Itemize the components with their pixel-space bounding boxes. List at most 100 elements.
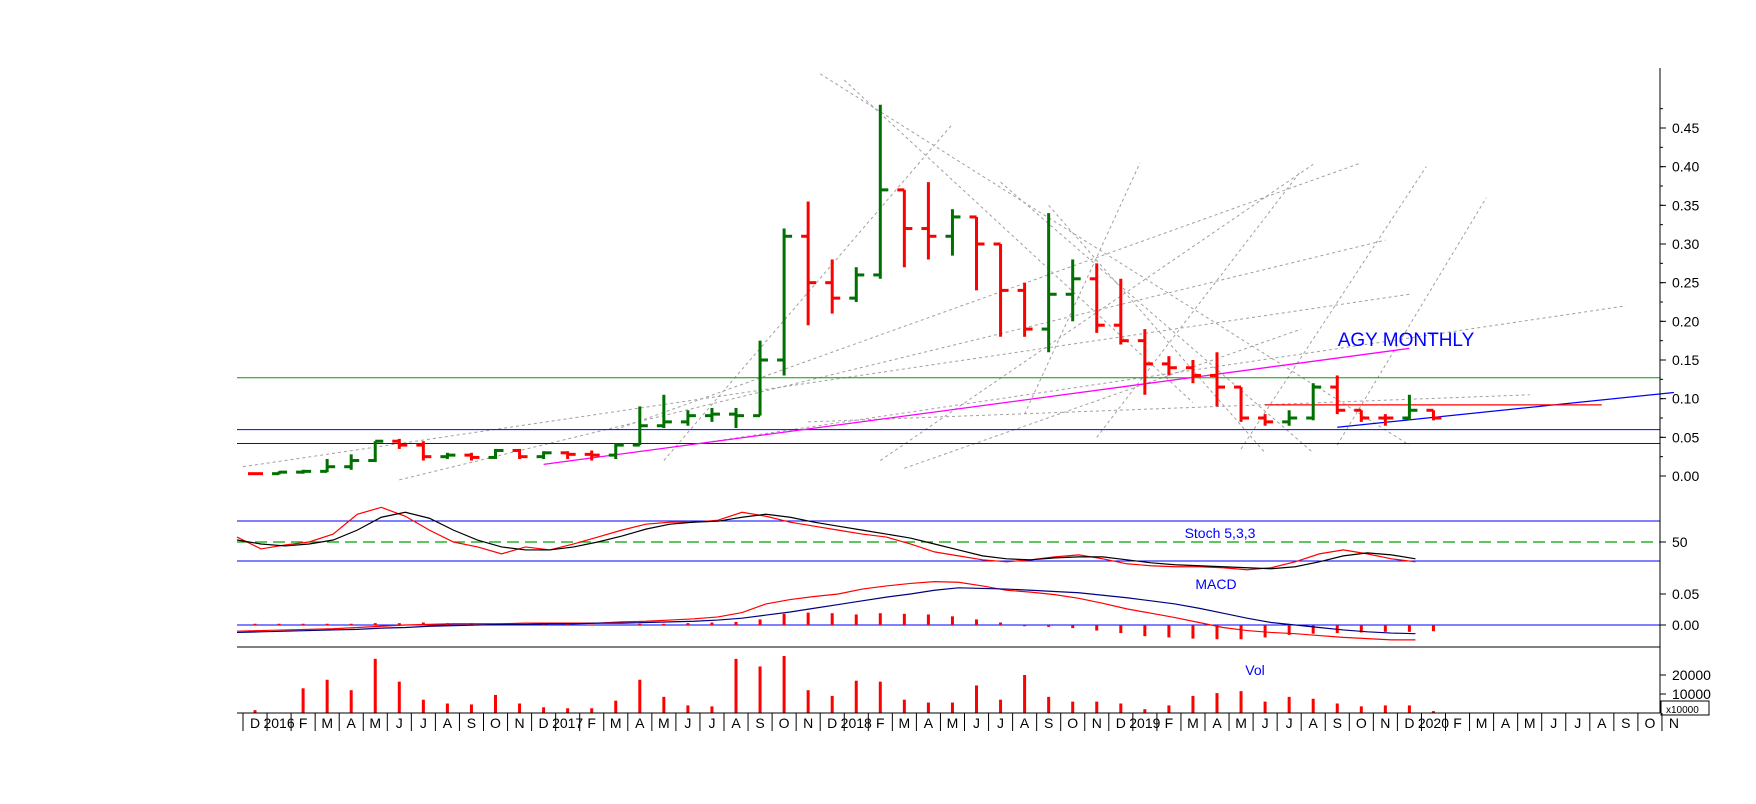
axes-layer: 0.45 0.40 0.35 0.30 0.25 0.20 0.15 0.10 0.05 0.00… <box>237 68 1711 731</box>
stoch-k-line <box>236 506 1416 571</box>
price-bars <box>248 104 1442 476</box>
x-tick-label: M <box>1524 715 1536 731</box>
x-tick-label: S <box>1333 715 1342 731</box>
fan-line <box>1048 205 1266 454</box>
vol-unit-label: x10000 <box>1666 705 1699 716</box>
x-tick-label: A <box>924 715 934 731</box>
fan-line <box>687 305 1626 446</box>
x-tick-label: M <box>899 715 911 731</box>
x-tick-label: A <box>347 715 357 731</box>
price-tick-label: 0.30 <box>1672 236 1699 252</box>
x-tick-label: S <box>467 715 476 731</box>
x-tick-label: M <box>610 715 622 731</box>
x-tick-label: O <box>1067 715 1078 731</box>
macd-panel <box>236 580 1660 648</box>
x-tick-label: M <box>947 715 959 731</box>
x-tick-label: J <box>1262 715 1269 731</box>
x-tick-label: D <box>539 715 549 731</box>
x-tick-label: F <box>299 715 308 731</box>
x-tick-label: M <box>369 715 381 731</box>
x-tick-label: F <box>1453 715 1462 731</box>
x-tick-label: 2016 <box>263 715 294 731</box>
x-tick-label: 2019 <box>1129 715 1160 731</box>
fan-line <box>819 73 1410 446</box>
fan-line <box>1000 181 1314 454</box>
trendline <box>1337 391 1675 428</box>
trendline <box>543 347 1410 466</box>
macd-line <box>236 580 1416 641</box>
x-tick-label: A <box>731 715 741 731</box>
x-tick-label: A <box>1597 715 1607 731</box>
x-tick-label: 2017 <box>552 715 583 731</box>
price-tick-label: 0.40 <box>1672 159 1699 175</box>
x-tick-label: D <box>1116 715 1126 731</box>
x-tick-label: D <box>1404 715 1414 731</box>
x-tick-label: J <box>1550 715 1557 731</box>
x-tick-label: J <box>1574 715 1581 731</box>
x-tick-label: O <box>490 715 501 731</box>
x-tick-label: A <box>635 715 645 731</box>
volume-panel <box>253 656 1435 713</box>
macd-tick-label: 0.00 <box>1672 617 1699 633</box>
price-tick-label: 0.15 <box>1672 352 1699 368</box>
stoch-tick-label: 50 <box>1672 534 1688 550</box>
x-tick-label: N <box>514 715 524 731</box>
x-tick-label: M <box>658 715 670 731</box>
fan-line <box>1096 170 1302 438</box>
x-tick-label: J <box>708 715 715 731</box>
fan-line <box>808 394 1530 423</box>
x-tick-label: A <box>1212 715 1222 731</box>
x-tick-label: A <box>1020 715 1030 731</box>
x-tick-label: S <box>755 715 764 731</box>
trendline-layer <box>543 347 1675 466</box>
x-tick-label: J <box>684 715 691 731</box>
x-tick-label: S <box>1621 715 1630 731</box>
x-tick-label: J <box>396 715 403 731</box>
x-tick-label: A <box>1309 715 1319 731</box>
x-tick-label: 2020 <box>1418 715 1449 731</box>
x-tick-label: S <box>1044 715 1053 731</box>
x-tick-label: F <box>1165 715 1174 731</box>
vol-label: Vol <box>1245 662 1264 678</box>
fan-line <box>615 162 1362 431</box>
x-tick-label: N <box>1669 715 1679 731</box>
x-tick-label: F <box>587 715 596 731</box>
stoch-d-line <box>236 511 1416 570</box>
x-tick-label: J <box>420 715 427 731</box>
fan-line <box>1024 162 1141 415</box>
x-tick-label: A <box>1501 715 1511 731</box>
fan-line <box>242 293 1410 468</box>
x-tick-label: A <box>443 715 453 731</box>
price-tick-label: 0.20 <box>1672 313 1699 329</box>
price-tick-label: 0.25 <box>1672 275 1699 291</box>
x-tick-label: J <box>997 715 1004 731</box>
x-tick-label: D <box>827 715 837 731</box>
x-tick-label: M <box>1187 715 1199 731</box>
volume-tick-label: 10000 <box>1672 686 1711 702</box>
x-tick-label: F <box>876 715 885 731</box>
fan-line <box>663 123 953 461</box>
fan-line <box>1336 197 1487 446</box>
x-tick-label: O <box>779 715 790 731</box>
macd-label: MACD <box>1195 576 1236 592</box>
x-tick-label: N <box>803 715 813 731</box>
x-tick-label: O <box>1356 715 1367 731</box>
vol-unit-box <box>1660 700 1710 716</box>
x-tick-label: N <box>1380 715 1390 731</box>
x-tick-label: J <box>973 715 980 731</box>
x-tick-label: 2018 <box>841 715 872 731</box>
stoch-label: Stoch 5,3,3 <box>1185 525 1256 541</box>
x-tick-label: O <box>1644 715 1655 731</box>
chart-title: AGY MONTHLY <box>1338 330 1475 351</box>
price-tick-label: 0.35 <box>1672 197 1699 213</box>
price-tick-label: 0.05 <box>1672 429 1699 445</box>
fan-line <box>904 328 1302 469</box>
fan-line <box>1240 166 1427 450</box>
price-tick-label: 0.45 <box>1672 120 1699 136</box>
fan-line <box>843 79 1194 403</box>
x-tick-label: M <box>1476 715 1488 731</box>
x-tick-label: J <box>1286 715 1293 731</box>
price-tick-label: 0.00 <box>1672 468 1699 484</box>
x-tick-label: D <box>250 715 260 731</box>
